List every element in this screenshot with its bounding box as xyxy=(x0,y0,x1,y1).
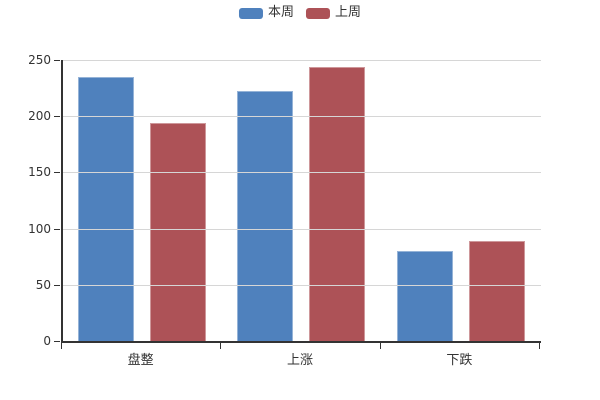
bar-series0-cat1[interactable] xyxy=(237,91,294,341)
bar-series1-cat2[interactable] xyxy=(468,240,525,341)
legend-item-series0[interactable]: 本周 xyxy=(238,5,294,20)
x-axis-tick xyxy=(220,343,221,349)
category-cell-1 xyxy=(222,60,381,341)
y-axis-label: 250 xyxy=(28,53,51,67)
y-axis-label: 150 xyxy=(28,165,51,179)
y-axis-label: 0 xyxy=(43,334,51,348)
x-axis-label-2: 下跌 xyxy=(446,353,473,368)
category-cell-0 xyxy=(63,60,222,341)
x-axis-tick xyxy=(61,343,62,349)
legend-label: 上周 xyxy=(335,5,362,20)
gridline-y100 xyxy=(63,228,541,230)
y-axis-tick xyxy=(54,229,60,230)
y-axis-tick xyxy=(54,285,60,286)
x-axis-tick xyxy=(539,343,540,349)
bar-series0-cat2[interactable] xyxy=(396,251,453,341)
x-axis-label-1: 上涨 xyxy=(286,353,314,368)
category-columns xyxy=(63,60,541,341)
legend-swatch-icon xyxy=(238,7,263,19)
gridline-y200 xyxy=(63,116,541,118)
legend-item-series1[interactable]: 上周 xyxy=(306,6,361,20)
category-cell-2 xyxy=(382,60,541,341)
gridline-y150 xyxy=(63,172,541,174)
legend-swatch-icon xyxy=(306,7,330,19)
x-axis-tick xyxy=(380,343,381,349)
y-axis-tick xyxy=(54,341,60,342)
y-axis-tick xyxy=(54,60,60,61)
x-axis-label-0: 盘整 xyxy=(127,353,154,368)
legend: 本周 上周 xyxy=(238,5,361,20)
gridline-y50 xyxy=(63,284,541,286)
bar-series0-cat0[interactable] xyxy=(78,76,134,341)
bar-series1-cat0[interactable] xyxy=(150,122,206,341)
legend-label: 本周 xyxy=(267,5,294,20)
y-axis-label: 200 xyxy=(28,109,51,123)
bar-series1-cat1[interactable] xyxy=(309,66,366,341)
gridline-y250 xyxy=(63,60,541,61)
y-axis-tick xyxy=(54,172,60,173)
y-axis-label: 50 xyxy=(35,278,51,292)
y-axis-tick xyxy=(54,116,60,117)
y-axis-label: 100 xyxy=(28,222,51,236)
plot-area xyxy=(61,60,541,343)
